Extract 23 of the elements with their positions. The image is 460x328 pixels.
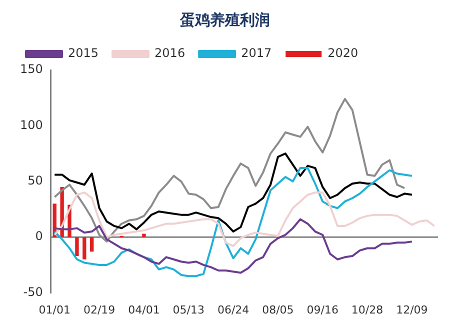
bar	[82, 237, 86, 260]
legend-label: 2017	[241, 46, 272, 60]
x-tick-label: 04/01	[128, 303, 160, 316]
y-tick-label: 0	[35, 229, 43, 244]
x-tick-label: 05/13	[172, 303, 204, 316]
bar	[90, 237, 94, 252]
x-tick-label: 01/01	[38, 303, 70, 316]
y-tick-label: 100	[20, 118, 43, 132]
legend-label: 2015	[68, 46, 99, 60]
legend-label: 2020	[328, 46, 358, 60]
y-tick-label: 150	[20, 62, 43, 76]
bar	[75, 237, 79, 256]
x-tick-label: 08/05	[262, 303, 294, 316]
y-tick-label: -50	[23, 284, 43, 299]
x-tick-label: 06/24	[217, 303, 250, 316]
x-tick-label: 10/28	[351, 303, 384, 316]
bar	[142, 234, 146, 238]
y-tick-label: 50	[28, 174, 43, 188]
x-tick-label: 02/19	[83, 303, 116, 316]
chart-title: 蛋鸡养殖利润	[179, 10, 270, 29]
x-tick-label: 12/09	[396, 303, 428, 316]
legend-label: 2016	[154, 46, 186, 60]
x-tick-label: 09/16	[306, 303, 338, 316]
